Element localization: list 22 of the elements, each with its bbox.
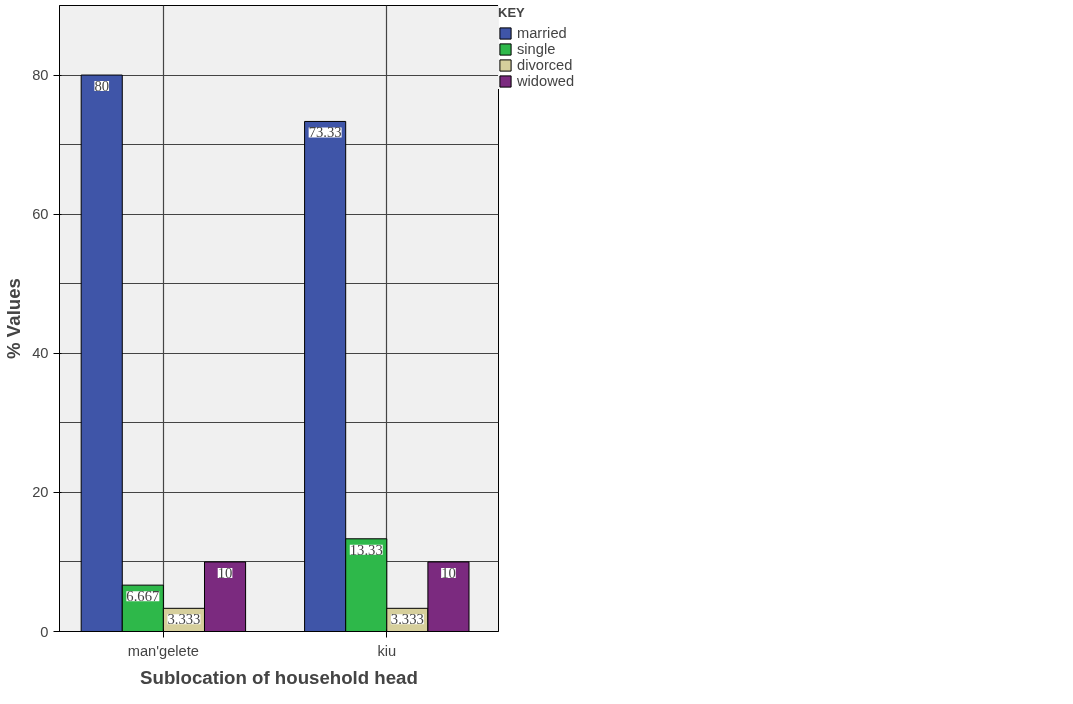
legend-label: widowed <box>517 73 575 89</box>
y-tick-label: 40 <box>32 345 49 362</box>
legend-label: single <box>517 41 556 57</box>
data-label: 10 <box>217 564 233 581</box>
y-tick-label: 20 <box>32 484 49 501</box>
y-axis-title: % Values <box>3 278 25 359</box>
data-label: 10 <box>441 564 456 581</box>
data-label: 13.33 <box>349 541 383 558</box>
legend-title: KEY <box>498 5 526 20</box>
x-axis-title: Sublocation of household head <box>140 666 418 688</box>
x-tick-label: kiu <box>377 642 397 659</box>
data-label: 73.33 <box>308 124 342 141</box>
legend-label: married <box>517 25 567 41</box>
x-tick-label: man'gelete <box>127 642 200 659</box>
legend-label: divorced <box>517 57 573 73</box>
data-label: 3.333 <box>390 611 424 628</box>
data-label: 6.667 <box>126 588 160 605</box>
data-label: 3.333 <box>167 611 201 628</box>
y-tick-label: 80 <box>32 67 49 84</box>
data-label: 80 <box>94 78 110 95</box>
y-tick-label: 60 <box>32 206 49 223</box>
y-tick-label: 0 <box>40 623 49 640</box>
